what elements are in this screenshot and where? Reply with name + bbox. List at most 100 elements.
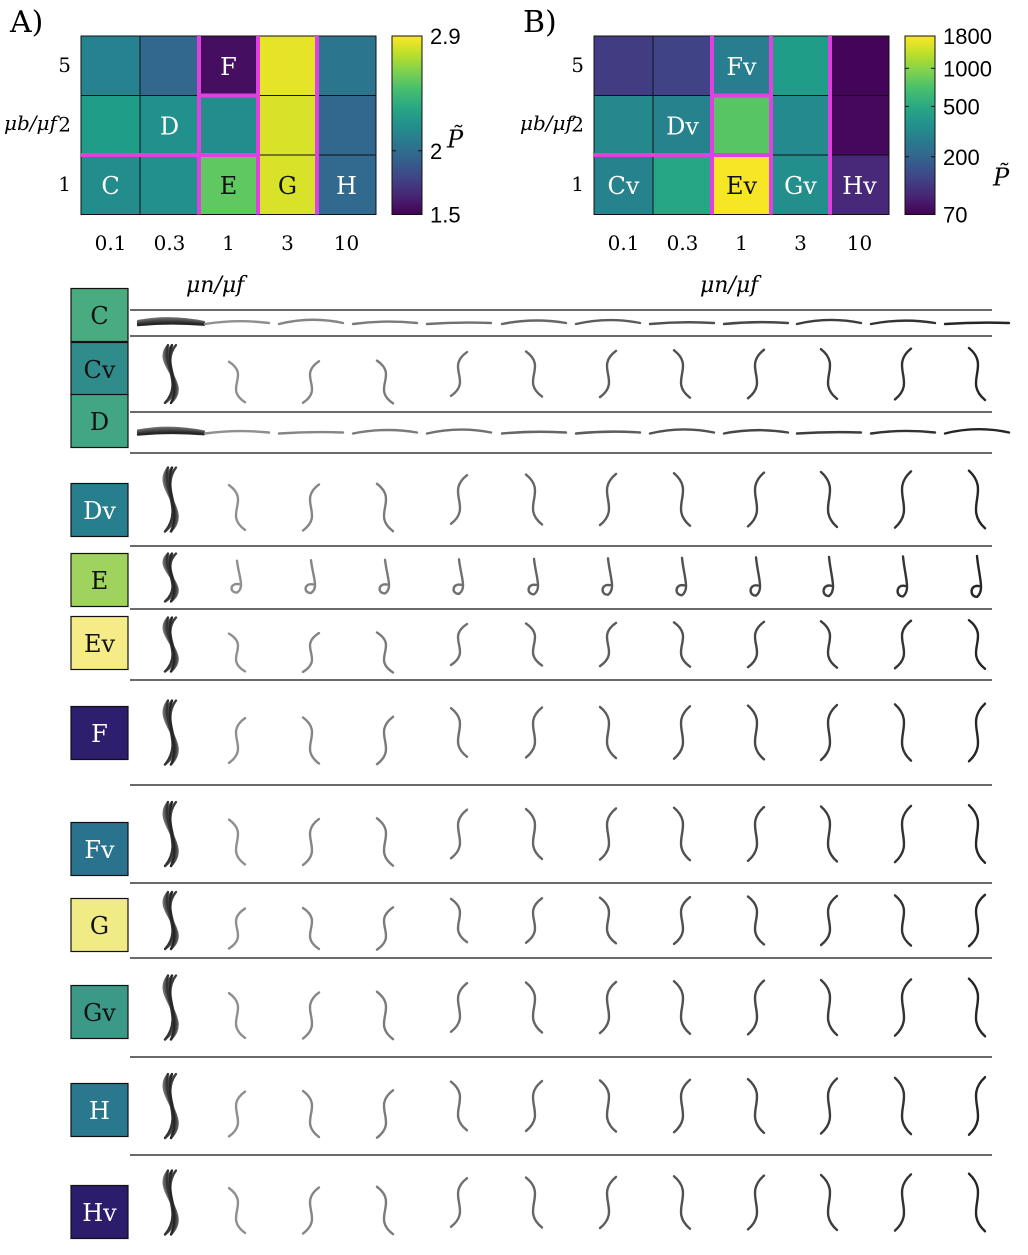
snapshot-trajectory — [893, 347, 913, 401]
snapshot-trajectory — [819, 1173, 839, 1232]
snapshot-trajectory — [527, 557, 540, 596]
row-label: Fv — [84, 836, 115, 864]
snapshot-trajectory — [227, 632, 247, 673]
snapshot-trajectory — [227, 907, 247, 950]
overlay-trajectory — [163, 466, 174, 533]
y-axis-label-b: μb/μf — [520, 111, 577, 135]
colorbar-tick-label: 1000 — [943, 56, 992, 81]
colorbar-tick-label: 2 — [430, 139, 442, 164]
snapshot-trajectory — [749, 556, 762, 597]
snapshot-trajectory — [967, 702, 987, 763]
heat-cell — [139, 154, 200, 215]
snapshot-trajectory — [970, 554, 983, 599]
colorbar-gradient — [391, 35, 423, 215]
snapshot-trajectory — [301, 716, 321, 765]
y-tick-label: 5 — [58, 53, 71, 77]
snapshot-trajectory — [375, 1089, 395, 1139]
snapshot-trajectory — [893, 1173, 913, 1232]
heat-cell — [711, 95, 772, 156]
y-tick-label: 2 — [58, 112, 71, 136]
snapshot-trajectory — [375, 817, 395, 867]
snapshot-trajectory — [746, 471, 766, 528]
snapshot-trajectory — [449, 1176, 469, 1229]
snapshot-trajectory — [524, 473, 544, 526]
snapshot-trajectory — [869, 429, 937, 435]
heat-cell — [770, 154, 831, 215]
overlay-trajectory — [168, 466, 176, 533]
snapshot-trajectory — [524, 981, 544, 1034]
x-tick-label: 10 — [334, 231, 359, 255]
snapshot-trajectory — [449, 622, 469, 667]
cell-label: C — [101, 172, 119, 200]
overlay-trajectory — [163, 890, 174, 951]
snapshot-trajectory — [375, 906, 395, 951]
overlay-trajectory — [168, 800, 176, 868]
snapshot-trajectory — [304, 559, 317, 595]
row-label-box — [70, 984, 129, 1040]
snapshot-trajectory — [746, 348, 766, 400]
snapshot-trajectory — [301, 1089, 321, 1139]
snapshot-trajectory — [227, 483, 247, 532]
panel-label-b: B) — [523, 5, 557, 40]
row-label: Hv — [82, 1199, 117, 1227]
overlay-trajectory — [163, 1072, 174, 1140]
trajectory-row: E — [70, 545, 992, 608]
snapshot-trajectory — [375, 482, 395, 533]
row-label: Cv — [84, 356, 116, 384]
overlay-trajectory — [163, 699, 174, 766]
overlay-trajectory — [163, 974, 174, 1041]
trajectory-row: F — [70, 679, 992, 766]
colorbar-tick-label: 2.9 — [430, 24, 461, 49]
snapshot-trajectory — [227, 991, 247, 1040]
overlay-trajectory — [168, 890, 176, 951]
trajectory-row: D — [70, 393, 1011, 449]
snapshot-trajectory — [524, 807, 544, 861]
overlay-trajectory — [168, 616, 176, 673]
snapshot-trajectory — [672, 705, 692, 760]
heat-cell — [593, 95, 654, 156]
snapshot-trajectory — [598, 980, 618, 1035]
snapshot-trajectory — [452, 558, 465, 596]
snapshot-trajectory — [672, 472, 692, 527]
heat-cell — [139, 35, 200, 96]
heat-cell — [829, 35, 890, 96]
overlay-trajectory — [136, 322, 206, 327]
trajectory-row: H — [70, 1056, 992, 1140]
x-tick-label: 0.1 — [608, 231, 640, 255]
trajectory-rows: C Cv D Dv E Ev F Fv G Gv H Hv — [70, 287, 1011, 1240]
colorbar-a: 1.5 2 2.9 P̃ — [391, 24, 464, 228]
snapshot-trajectory — [648, 321, 716, 326]
snapshot-trajectory — [967, 804, 987, 864]
y-tick-label: 5 — [571, 53, 584, 77]
snapshot-trajectory — [943, 321, 1011, 326]
x-tick-label: 0.3 — [667, 231, 699, 255]
snapshot-trajectory — [375, 1185, 395, 1236]
snapshot-trajectory — [301, 1186, 321, 1235]
snapshot-trajectory — [672, 1078, 692, 1134]
colorbar-tick-label: 500 — [943, 94, 980, 119]
snapshot-trajectory — [301, 360, 321, 404]
snapshot-trajectory — [203, 429, 271, 435]
overlay-trajectory — [163, 616, 174, 673]
trajectory-row: Ev — [70, 608, 992, 674]
cell-label: D — [160, 112, 179, 140]
snapshot-trajectory — [746, 979, 766, 1036]
snapshot-trajectory — [819, 894, 839, 947]
snapshot-trajectory — [227, 716, 247, 765]
snapshot-trajectory — [375, 990, 395, 1041]
snapshot-trajectory — [598, 1175, 618, 1230]
trajectory-row: Cv — [70, 335, 992, 405]
x-tick-label: 10 — [847, 231, 872, 255]
cell-label: Gv — [784, 172, 817, 200]
heat-cell — [770, 95, 831, 156]
row-label-box — [70, 393, 129, 449]
snapshot-trajectory — [819, 703, 839, 762]
colorbar-label: P̃ — [992, 163, 1010, 191]
snapshot-trajectory — [227, 818, 247, 866]
x-tick-label: 0.1 — [95, 231, 127, 255]
row-label: F — [91, 720, 108, 748]
snapshot-trajectory — [967, 469, 987, 530]
heat-cell — [198, 95, 259, 156]
cell-label: E — [220, 172, 238, 200]
heat-cell — [593, 35, 654, 96]
